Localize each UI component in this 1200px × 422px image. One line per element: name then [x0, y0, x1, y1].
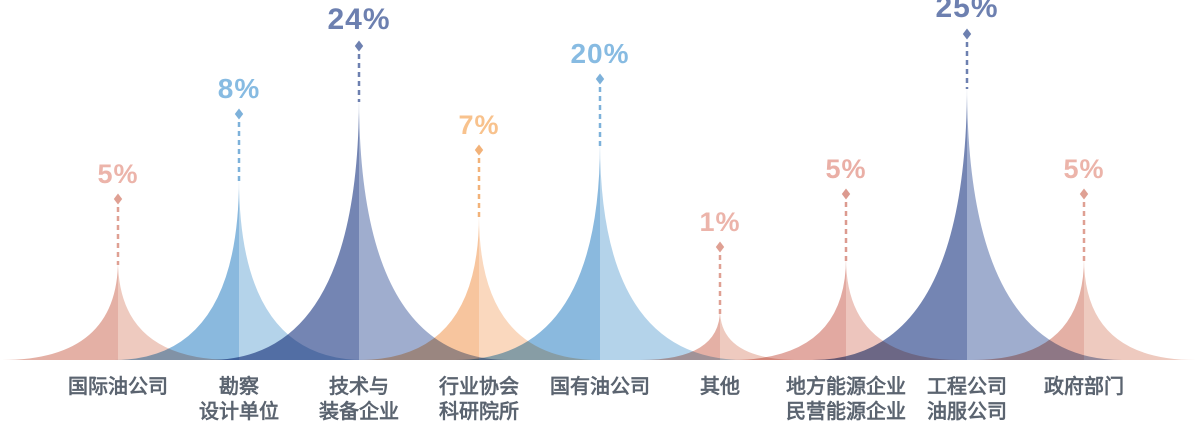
peak-fills-group: [2, 84, 1196, 360]
diamond-marker-icon: [234, 108, 244, 120]
peak-right-half: [359, 97, 509, 360]
peak-right-half: [600, 142, 745, 360]
diamond-marker-icon: [354, 40, 364, 52]
diamond-marker-icon: [595, 73, 605, 85]
diamond-marker-icon: [715, 241, 725, 253]
diamond-marker-icon: [113, 193, 123, 205]
diamond-marker-icon: [841, 188, 851, 200]
peak-right-half: [1084, 258, 1196, 360]
diamond-marker-icon: [962, 28, 972, 40]
peak-right-half: [967, 84, 1122, 360]
peak-right-half: [846, 258, 961, 360]
peak-left-half: [640, 310, 720, 360]
peak-left-half: [731, 258, 846, 360]
peak-right-half: [720, 310, 800, 360]
peak-left-half: [359, 215, 479, 360]
peak-left-half: [114, 178, 239, 360]
peak-left-half: [972, 258, 1084, 360]
diamond-marker-icon: [1079, 188, 1089, 200]
peak-right-half: [239, 178, 364, 360]
peak-right-half: [479, 215, 599, 360]
peak-right-half: [118, 260, 234, 360]
peak-left-half: [209, 97, 359, 360]
peak-left-half: [2, 260, 118, 360]
peak-left-half: [812, 84, 967, 360]
peak-left-half: [455, 142, 600, 360]
leader-marks-group: [113, 28, 1089, 315]
diamond-marker-icon: [474, 144, 484, 156]
